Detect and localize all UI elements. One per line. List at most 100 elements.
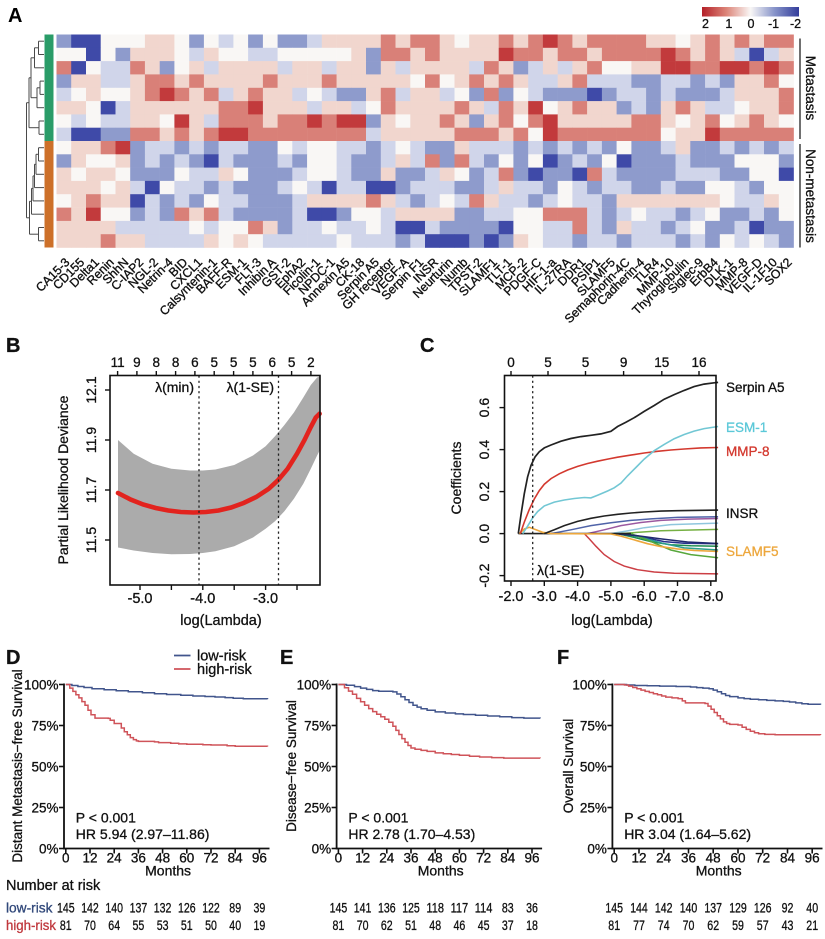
svg-text:92: 92 xyxy=(782,901,794,916)
svg-text:5: 5 xyxy=(230,355,238,370)
svg-text:70: 70 xyxy=(683,918,695,933)
svg-text:5: 5 xyxy=(544,355,552,370)
svg-text:25%: 25% xyxy=(31,800,58,815)
svg-text:126: 126 xyxy=(178,901,196,916)
svg-text:-2: -2 xyxy=(790,17,801,31)
svg-text:132: 132 xyxy=(154,901,172,916)
svg-text:96: 96 xyxy=(805,851,820,866)
svg-text:Overall Survival: Overall Survival xyxy=(561,719,576,814)
svg-text:-0.2: -0.2 xyxy=(476,563,492,587)
svg-text:129: 129 xyxy=(729,901,747,916)
svg-text:0: 0 xyxy=(507,355,515,370)
svg-text:37: 37 xyxy=(502,918,514,933)
svg-text:6: 6 xyxy=(191,355,199,370)
svg-text:50%: 50% xyxy=(304,759,331,774)
svg-text:λ(1-SE): λ(1-SE) xyxy=(227,379,274,395)
svg-text:25%: 25% xyxy=(580,800,607,815)
svg-text:-6.0: -6.0 xyxy=(632,589,657,605)
svg-text:F: F xyxy=(557,647,569,669)
svg-text:100%: 100% xyxy=(572,677,607,692)
svg-text:12: 12 xyxy=(82,851,97,866)
svg-text:25%: 25% xyxy=(304,800,331,815)
svg-text:low-risk: low-risk xyxy=(6,900,53,916)
svg-text:12: 12 xyxy=(355,851,370,866)
svg-text:12.1: 12.1 xyxy=(83,376,99,403)
svg-text:Non-metastasis: Non-metastasis xyxy=(803,149,818,243)
svg-text:-4.0: -4.0 xyxy=(190,591,215,607)
svg-text:57: 57 xyxy=(757,918,769,933)
svg-text:11.9: 11.9 xyxy=(83,427,99,453)
svg-text:0.0: 0.0 xyxy=(476,524,492,544)
svg-text:-5.0: -5.0 xyxy=(598,589,623,605)
svg-text:0.6: 0.6 xyxy=(476,398,492,418)
svg-text:40: 40 xyxy=(229,918,241,933)
svg-text:0%: 0% xyxy=(587,841,607,856)
svg-text:24: 24 xyxy=(107,851,123,866)
svg-text:50%: 50% xyxy=(580,759,607,774)
svg-text:11: 11 xyxy=(111,355,125,370)
svg-text:100%: 100% xyxy=(297,677,332,692)
svg-text:log(Lambda): log(Lambda) xyxy=(180,613,261,629)
svg-text:70: 70 xyxy=(84,918,96,933)
svg-text:50: 50 xyxy=(205,918,217,933)
svg-text:Partial Likelihood Deviance: Partial Likelihood Deviance xyxy=(55,395,71,564)
svg-text:HR 2.78 (1.70–4.53): HR 2.78 (1.70–4.53) xyxy=(348,826,475,842)
svg-text:117: 117 xyxy=(451,901,469,916)
svg-text:9: 9 xyxy=(133,355,141,370)
svg-text:141: 141 xyxy=(354,901,372,916)
svg-text:B: B xyxy=(6,335,20,357)
svg-text:70: 70 xyxy=(357,918,369,933)
svg-text:51: 51 xyxy=(181,918,193,933)
svg-text:INSR: INSR xyxy=(726,506,759,521)
svg-text:145: 145 xyxy=(330,901,348,916)
svg-text:145: 145 xyxy=(605,901,623,916)
svg-text:36: 36 xyxy=(526,901,538,916)
svg-text:0: 0 xyxy=(62,851,70,866)
svg-text:72: 72 xyxy=(476,851,491,866)
svg-text:43: 43 xyxy=(782,918,794,933)
svg-text:2: 2 xyxy=(307,355,315,370)
svg-text:6: 6 xyxy=(268,355,276,370)
svg-text:SLAMF5: SLAMF5 xyxy=(726,544,779,559)
svg-text:D: D xyxy=(6,647,20,669)
svg-text:-8.0: -8.0 xyxy=(698,589,723,605)
svg-text:53: 53 xyxy=(157,918,169,933)
svg-text:9: 9 xyxy=(620,355,628,370)
svg-text:36: 36 xyxy=(131,851,146,866)
svg-text:81: 81 xyxy=(60,918,72,933)
svg-text:high-risk: high-risk xyxy=(197,662,253,678)
svg-text:72: 72 xyxy=(203,851,218,866)
svg-text:-2.0: -2.0 xyxy=(499,589,524,605)
svg-text:Months: Months xyxy=(418,863,464,879)
svg-text:126: 126 xyxy=(754,901,772,916)
svg-text:P < 0.001: P < 0.001 xyxy=(348,810,408,826)
svg-text:λ(min): λ(min) xyxy=(155,379,194,395)
svg-text:75%: 75% xyxy=(580,718,607,733)
svg-text:40: 40 xyxy=(806,901,818,916)
svg-text:8: 8 xyxy=(153,355,161,370)
svg-text:48: 48 xyxy=(155,851,170,866)
svg-text:Metastasis: Metastasis xyxy=(803,56,818,121)
svg-text:19: 19 xyxy=(254,918,266,933)
svg-text:15: 15 xyxy=(654,355,669,370)
svg-text:0%: 0% xyxy=(312,841,332,856)
svg-text:0.2: 0.2 xyxy=(476,482,492,502)
svg-text:62: 62 xyxy=(707,918,719,933)
svg-text:48: 48 xyxy=(428,851,443,866)
svg-text:λ(1-SE): λ(1-SE) xyxy=(537,562,584,578)
svg-text:137: 137 xyxy=(704,901,722,916)
svg-text:A: A xyxy=(8,5,22,27)
svg-text:81: 81 xyxy=(333,918,345,933)
svg-text:24: 24 xyxy=(379,851,395,866)
svg-text:11.5: 11.5 xyxy=(83,527,99,553)
svg-text:50%: 50% xyxy=(31,759,58,774)
svg-text:2: 2 xyxy=(702,17,709,31)
svg-text:log(Lambda): log(Lambda) xyxy=(571,613,652,629)
svg-text:60: 60 xyxy=(452,851,467,866)
svg-text:5: 5 xyxy=(210,355,218,370)
svg-text:-4.0: -4.0 xyxy=(565,589,590,605)
svg-text:84: 84 xyxy=(228,851,244,866)
svg-text:72: 72 xyxy=(755,851,770,866)
svg-text:46: 46 xyxy=(454,918,466,933)
svg-text:45: 45 xyxy=(478,918,490,933)
